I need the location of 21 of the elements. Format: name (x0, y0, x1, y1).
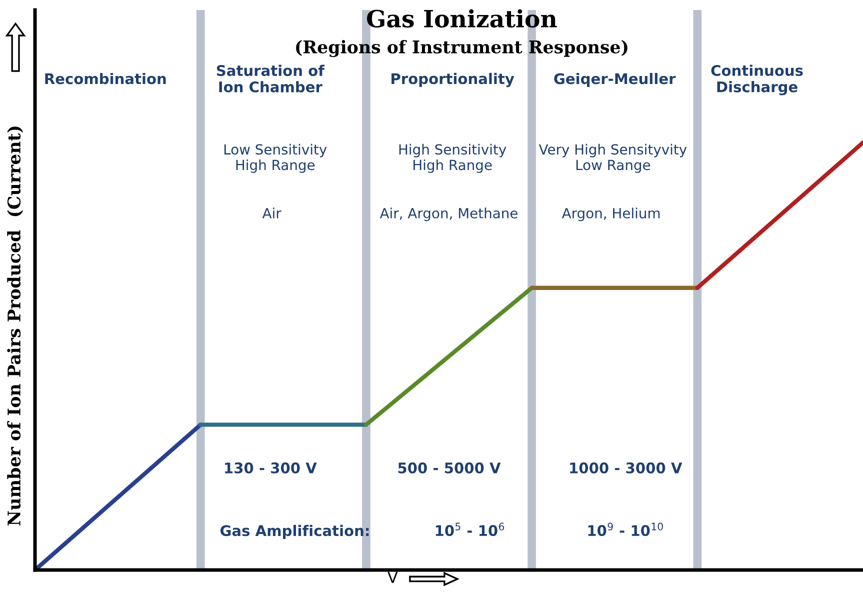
text: Geiqer-Meuller (554, 72, 676, 88)
annotation: 1000 - 3000 V (570, 462, 682, 474)
annotation: 500 - 5000 V (398, 462, 501, 474)
annotation: Air (262, 208, 282, 218)
x-axis-title: V (388, 572, 398, 583)
annotation: 10$^{9}$ - 10$^{10}$ (588, 522, 663, 536)
text: Saturation of Ion Chamber (216, 64, 325, 92)
annotation: 130 - 300 V (225, 462, 317, 474)
chart-subtitle: (Regions of Instrument Response) (296, 40, 628, 58)
annotation: Air, Argon, Methane (380, 208, 518, 222)
y-axis-title: Number of Ion Pairs Produced (Current) (7, 126, 24, 526)
text: Continuous Discharge (711, 64, 803, 96)
annotation: 10$^{5}$ - 10$^{6}$ (436, 522, 504, 536)
annotation: Argon, Helium (562, 208, 660, 222)
text: Proportionality (392, 72, 514, 88)
annotation: Low Sensitivity High Range (224, 144, 327, 173)
chart-title: Gas Ionization (366, 9, 557, 28)
annotation: High Sensitivity High Range (399, 144, 506, 173)
annotation: Very High Sensityvity Low Range (538, 144, 687, 173)
annotation: Gas Amplification: (220, 524, 369, 539)
text: Recombination (45, 72, 166, 84)
